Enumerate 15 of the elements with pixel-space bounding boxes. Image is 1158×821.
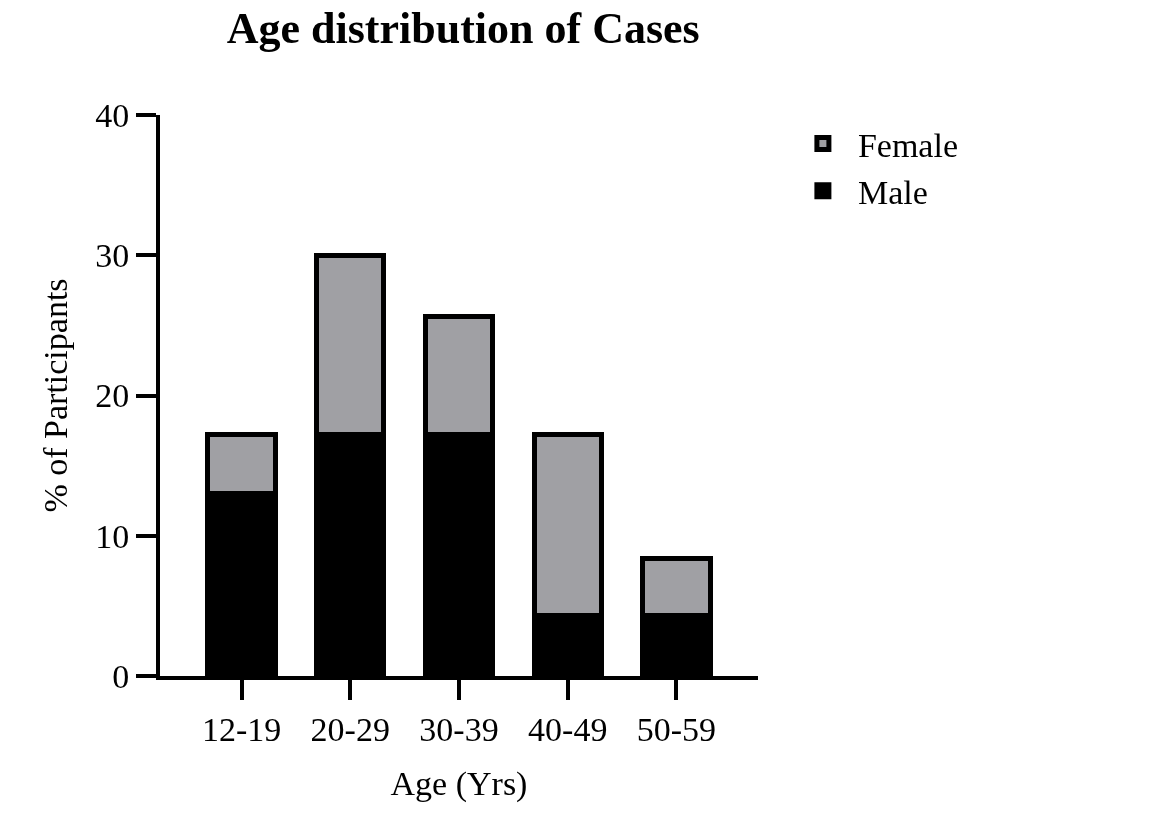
- y-tick-label: 40: [95, 96, 130, 134]
- y-tick-label: 20: [95, 377, 130, 415]
- x-tick-label: 30-39: [419, 710, 499, 748]
- x-tick-label: 12-19: [201, 710, 282, 748]
- y-tick-label: 0: [112, 657, 130, 695]
- legend-label: Male: [857, 174, 928, 212]
- x-tick-label: 40-49: [528, 710, 608, 748]
- x-tick-label: 20-29: [310, 710, 390, 748]
- y-tick-label: 10: [95, 517, 130, 555]
- x-axis-title: Age (Yrs): [390, 764, 528, 803]
- y-tick-label: 30: [95, 237, 130, 275]
- y-axis-title: % of Participants: [37, 278, 75, 513]
- legend-label: Female: [857, 126, 958, 164]
- x-tick-label: 50-59: [636, 710, 717, 748]
- chart-title: Age distribution of Cases: [226, 4, 700, 54]
